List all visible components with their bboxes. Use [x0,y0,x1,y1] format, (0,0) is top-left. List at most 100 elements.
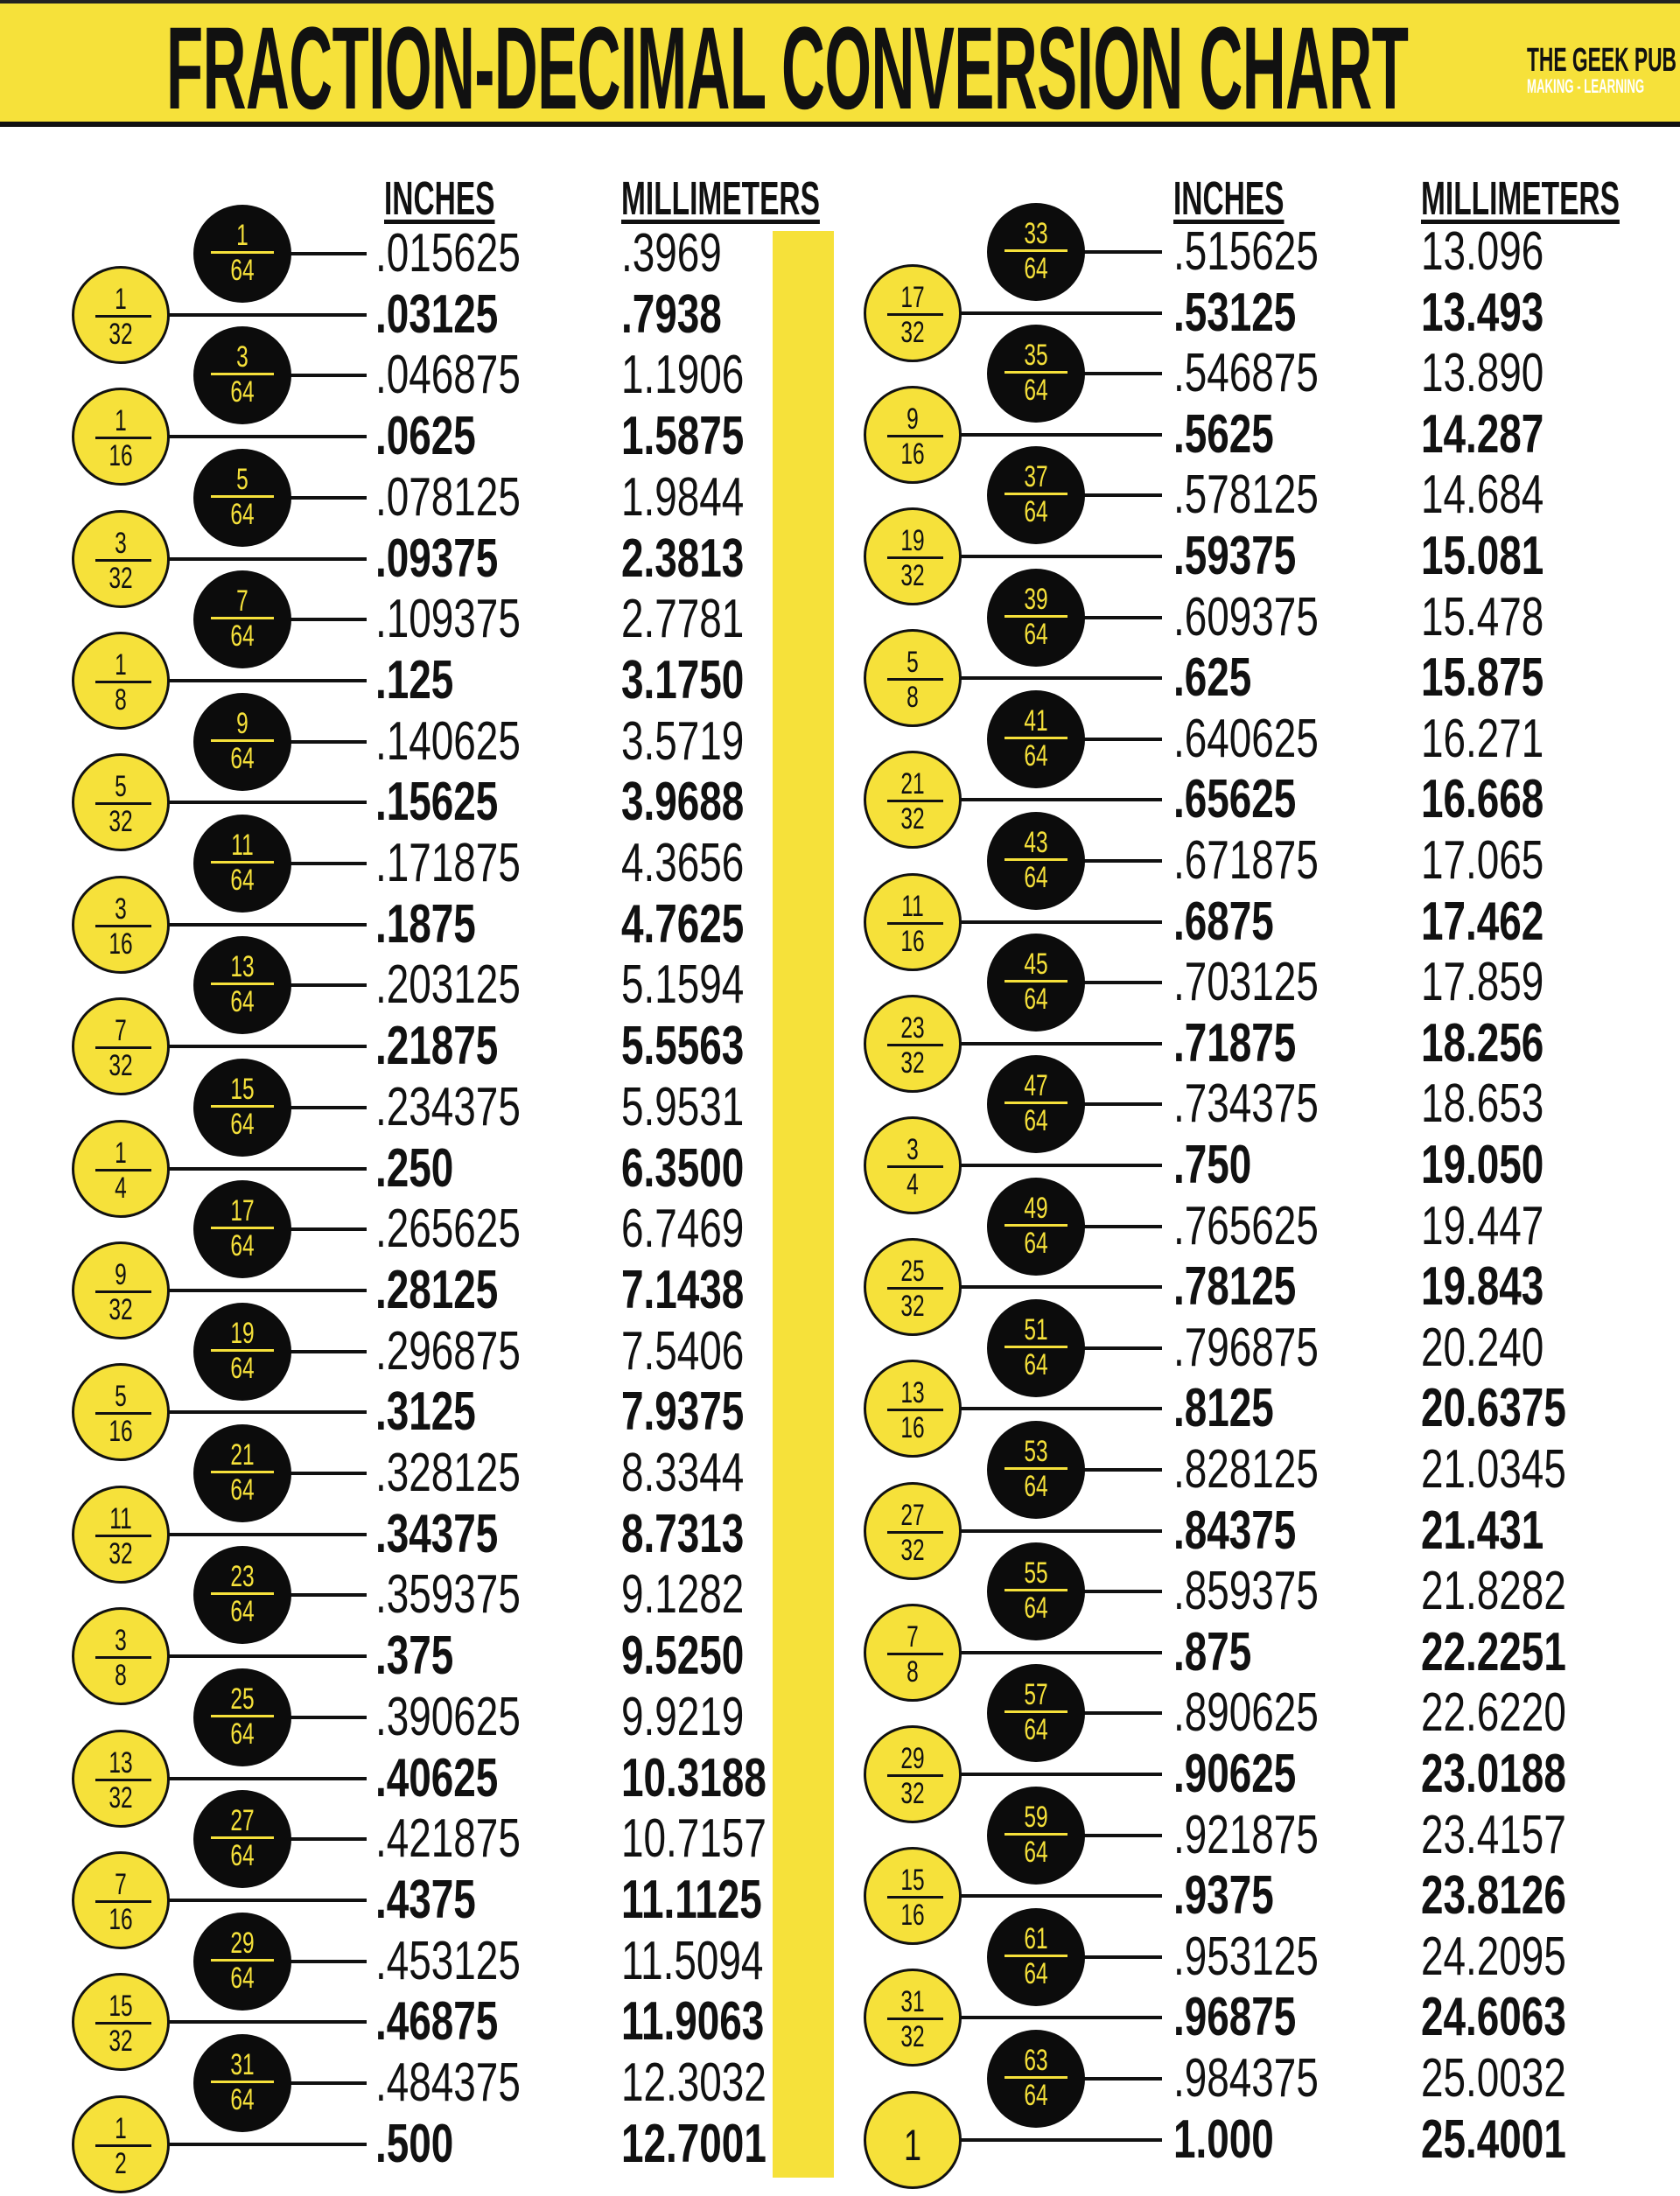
fraction-circle: 25 64 [193,1668,291,1766]
fraction-bar [211,1471,274,1473]
fraction-denominator: 16 [900,437,925,471]
fraction-denominator: 64 [1024,983,1048,1017]
fraction-denominator: 16 [108,1415,133,1449]
fraction-denominator: 64 [1024,1104,1048,1138]
leader-line [956,311,1162,315]
leader-line [286,1349,367,1353]
fraction-numerator: 13 [230,950,255,984]
fraction-numerator: 11 [231,829,254,862]
fraction-circle: 5 64 [193,448,291,547]
inches-value: 1.000 [1173,2109,1274,2170]
fraction-circle: 21 32 [864,751,962,850]
millimeters-value: 13.096 [1421,221,1544,282]
inches-value: .71875 [1173,1012,1297,1074]
inches-value: .40625 [375,1747,499,1808]
fraction-denominator: 32 [108,2025,133,2059]
logo-name: THE GEEK PUB [1527,42,1677,79]
fraction-denominator: 64 [230,1961,255,1995]
leader-line [164,1166,367,1171]
fraction-denominator: 64 [230,375,255,409]
inches-value: .796875 [1173,1317,1319,1378]
fraction-bar [1004,614,1068,618]
inches-value: .359375 [375,1564,521,1626]
inches-value: .703125 [1173,952,1319,1013]
millimeters-value: 10.3188 [621,1747,766,1808]
inches-value: .171875 [375,833,521,893]
inches-value: .890625 [1173,1682,1319,1744]
fraction-numerator: 29 [230,1926,255,1960]
fraction-numerator: 51 [1024,1312,1048,1346]
fraction-numerator: 7 [906,1619,919,1654]
fraction-numerator: 9 [236,706,248,740]
leader-line [1080,1590,1162,1594]
fraction-bar [887,1409,943,1412]
fraction-circle: 15 16 [864,1847,962,1946]
fraction-bar [887,800,943,803]
fraction-bar [887,1896,943,1899]
fraction-numerator: 15 [108,1990,133,2024]
millimeters-value: 19.843 [1421,1256,1544,1318]
fraction-denominator: 64 [230,497,255,531]
millimeters-value: 23.8126 [1421,1865,1566,1927]
millimeters-value: 14.684 [1421,465,1544,526]
millimeters-value: 12.3032 [621,2053,766,2113]
fraction-denominator: 16 [108,927,133,961]
leader-line [956,2137,1162,2142]
inches-value: .3125 [375,1381,476,1443]
fraction-numerator: 1 [236,219,248,252]
fraction-circle: 61 64 [987,1907,1085,2006]
fraction-circle: 15 64 [193,1058,291,1157]
fraction-numerator: 11 [901,889,924,923]
millimeters-value: 7.1438 [621,1259,745,1320]
fraction-numerator: 17 [230,1194,255,1228]
fraction-circle: 5 16 [72,1363,170,1462]
inches-value: .1875 [375,893,476,955]
leader-line [164,1776,367,1780]
inches-value: .765625 [1173,1195,1319,1256]
fraction-numerator: 3 [236,340,248,374]
fraction-numerator: 9 [906,402,919,436]
fraction-numerator: 21 [230,1438,255,1472]
millimeters-value: 21.431 [1421,1500,1544,1561]
leader-line [956,1773,1162,1776]
fraction-circle: 23 64 [193,1546,291,1645]
inches-value: .0625 [375,406,476,467]
fraction-bar [211,1714,274,1717]
fraction-numerator: 9 [115,1257,127,1291]
fraction-circle: 47 64 [987,1055,1085,1154]
fraction-circle: 23 32 [864,994,962,1093]
fraction-bar [95,680,151,683]
inches-value: .546875 [1173,343,1319,404]
fraction-bar [95,1656,151,1660]
fraction-bar [95,802,151,806]
fraction-bar [211,983,274,986]
fraction-circle: 33 64 [987,203,1085,301]
fraction-bar [95,924,151,927]
fraction-denominator: 64 [1024,1835,1048,1869]
fraction-circle: 35 64 [987,325,1085,423]
fraction-denominator: 64 [1024,495,1048,529]
millimeters-value: 13.890 [1421,343,1544,404]
inches-value: .53125 [1173,282,1297,343]
millimeters-value: 13.493 [1421,282,1544,343]
right-inches-header: INCHES [1173,172,1284,225]
fraction-bar [95,1534,151,1537]
fraction-bar [211,494,274,498]
fraction-numerator: 33 [1024,217,1048,250]
fraction-denominator: 8 [115,682,127,717]
fraction-bar [211,1836,274,1840]
inches-value: .84375 [1173,1500,1297,1561]
millimeters-value: .3969 [621,223,722,283]
inches-value: .640625 [1173,708,1319,769]
inches-value: .90625 [1173,1744,1297,1804]
leader-line [1080,372,1162,376]
fraction-numerator: 19 [230,1316,255,1350]
inches-value: .421875 [375,1808,521,1870]
leader-line [1080,1102,1162,1107]
fraction-bar [211,1958,274,1962]
millimeters-value: 1.5875 [621,406,745,467]
inches-value: .15625 [375,772,499,833]
fraction-numerator: 13 [108,1745,133,1780]
leader-line [1080,1955,1162,1959]
inches-value: .375 [375,1626,454,1687]
